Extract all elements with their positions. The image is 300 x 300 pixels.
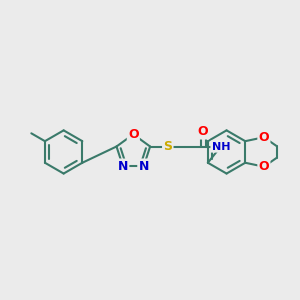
Text: NH: NH — [212, 142, 230, 152]
Text: N: N — [139, 160, 149, 173]
Text: N: N — [118, 160, 128, 173]
Text: O: O — [259, 160, 269, 173]
Text: O: O — [128, 128, 139, 141]
Text: O: O — [259, 131, 269, 144]
Text: S: S — [163, 140, 172, 153]
Text: O: O — [198, 125, 208, 138]
